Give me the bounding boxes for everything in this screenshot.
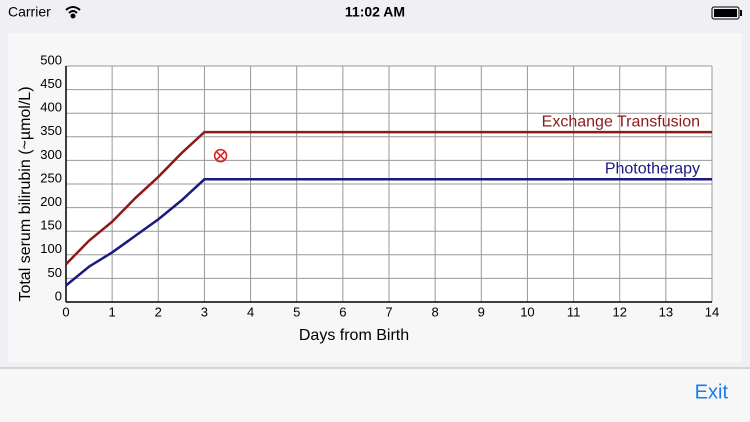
y-tick-label: 0 [55,288,62,303]
y-tick-label: 100 [40,241,62,256]
chart: 0 1 2 3 4 5 6 7 8 9 10 11 12 13 1405010015020025030035… [17,52,719,344]
x-axis-label: Days from Birth [299,327,409,344]
x-tick-label: 3 [201,304,208,319]
x-tick-label: 1 [109,304,116,319]
y-tick-label: 200 [40,194,62,209]
marker-part [216,151,226,161]
series-label: Exchange Transfusion [542,113,700,130]
series-line [65,178,712,287]
clock: 11:02 AM [345,4,405,20]
wifi-icon [65,6,81,19]
y-tick-label: 150 [40,218,62,233]
x-tick-label: 2 [155,304,162,319]
x-tick-label: 8 [432,304,439,319]
y-tick-label: 450 [40,76,62,91]
x-tick-label: 14 [705,304,719,319]
exit-button[interactable]: Exit [695,381,729,403]
y-axis-label: Total serum bilirubin (~µmol/L) [17,86,34,301]
battery-icon [711,6,742,20]
y-tick-label: 500 [40,52,62,67]
marker [213,148,228,163]
y-tick-label: 300 [40,147,62,162]
y-tick-label: 350 [40,123,62,138]
x-tick-label: 7 [385,304,392,319]
x-tick-label: 12 [612,304,626,319]
x-tick-label: 5 [293,304,300,319]
x-tick-label: 11 [567,304,581,319]
x-tick-label: 9 [478,304,485,319]
series-line [65,130,712,266]
toolbar [0,369,750,422]
x-tick-label: 6 [339,304,346,319]
x-tick-label: 13 [659,304,673,319]
y-tick-label: 250 [40,170,62,185]
x-tick-label: 4 [247,304,254,319]
y-tick-label: 50 [48,265,62,280]
marker-part [213,148,228,163]
x-tick-label: 10 [520,304,534,319]
carrier: Carrier [8,4,51,20]
y-tick-label: 400 [40,100,62,115]
series-label: Phototherapy [605,160,700,177]
x-tick-label: 0 [62,304,69,319]
